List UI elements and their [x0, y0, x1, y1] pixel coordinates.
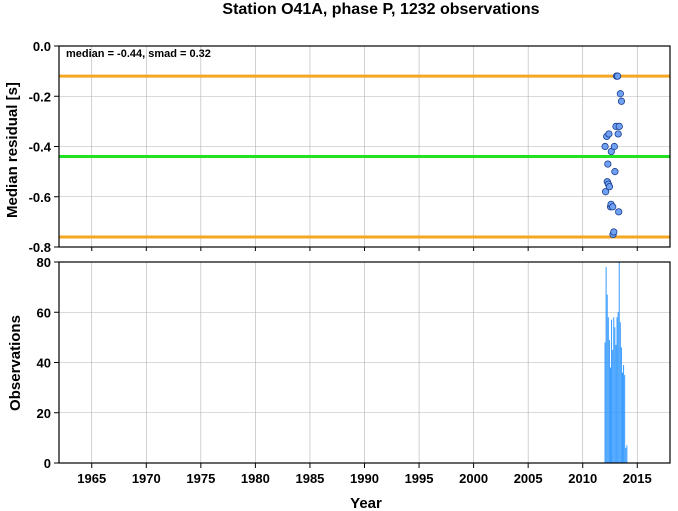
bar: [607, 317, 609, 463]
bar: [615, 344, 617, 463]
y-tick-label: 80: [37, 255, 51, 270]
bar: [608, 339, 610, 463]
residual-panel: 0.0 -0.2 -0.4 -0.6 -0.8: [29, 39, 671, 255]
data-point: [617, 97, 626, 105]
bar: [609, 367, 611, 463]
y-axis-label-residual: Median residual [s]: [4, 82, 21, 218]
bar: [619, 322, 621, 463]
y-axis-label-observations: Observations: [7, 315, 24, 411]
x-tick-label: 1975: [186, 471, 215, 486]
x-axis-label: Year: [350, 495, 382, 511]
data-point: [614, 130, 622, 138]
bar: [606, 294, 608, 463]
bar: [626, 445, 628, 463]
data-point: [601, 142, 609, 151]
x-tick-label: 1965: [77, 471, 106, 486]
data-point: [610, 142, 618, 151]
data-point: [605, 183, 614, 191]
y-tick-label: 0: [44, 456, 51, 471]
bar: [613, 317, 615, 463]
bar: [611, 319, 613, 463]
x-tick-label: 1995: [405, 471, 434, 486]
data-point: [610, 228, 618, 236]
y-tick-label: 0.0: [33, 39, 51, 54]
x-tick-label: 1980: [241, 471, 270, 486]
y-tick-label: -0.6: [29, 190, 51, 205]
x-tick-label: 1985: [295, 471, 324, 486]
bar: [623, 365, 625, 463]
y-tick-label: 40: [37, 356, 51, 371]
bar: [618, 262, 620, 463]
bar: [624, 375, 626, 463]
y-tick-label: 20: [37, 406, 51, 421]
bar: [614, 327, 616, 463]
chart-title: Station O41A, phase P, 1232 observations: [222, 1, 539, 18]
x-tick-label: 2005: [514, 471, 543, 486]
bar: [604, 342, 606, 463]
x-tick-label: 2015: [623, 471, 652, 486]
data-point: [605, 130, 613, 138]
bar: [617, 312, 619, 463]
data-point: [609, 203, 617, 211]
y-tick-label: -0.8: [29, 240, 51, 255]
bar: [605, 267, 607, 463]
bar: [620, 347, 622, 463]
bar: [621, 372, 623, 463]
y-tick-label: 60: [37, 305, 51, 320]
x-tick-label: 1970: [132, 471, 161, 486]
data-point: [615, 208, 623, 216]
y-tick-label: -0.4: [29, 140, 52, 155]
bar: [612, 349, 614, 463]
y-tick-label: -0.2: [29, 89, 51, 104]
data-point: [615, 122, 623, 131]
observations-panel: 0 20 40 60 80 1965 1970 1975 1980 1985 1990 1995 200…: [37, 255, 671, 486]
data-point: [616, 90, 624, 98]
bar: [625, 447, 627, 463]
bar: [616, 317, 618, 463]
data-point: [614, 72, 622, 80]
data-point: [602, 188, 610, 196]
x-tick-label: 2010: [568, 471, 597, 486]
data-point: [604, 160, 612, 168]
data-point: [611, 168, 619, 176]
x-tick-label: 1990: [350, 471, 379, 486]
x-tick-label: 2000: [459, 471, 488, 486]
stats-annotation: median = -0.44, smad = 0.32: [66, 48, 211, 60]
